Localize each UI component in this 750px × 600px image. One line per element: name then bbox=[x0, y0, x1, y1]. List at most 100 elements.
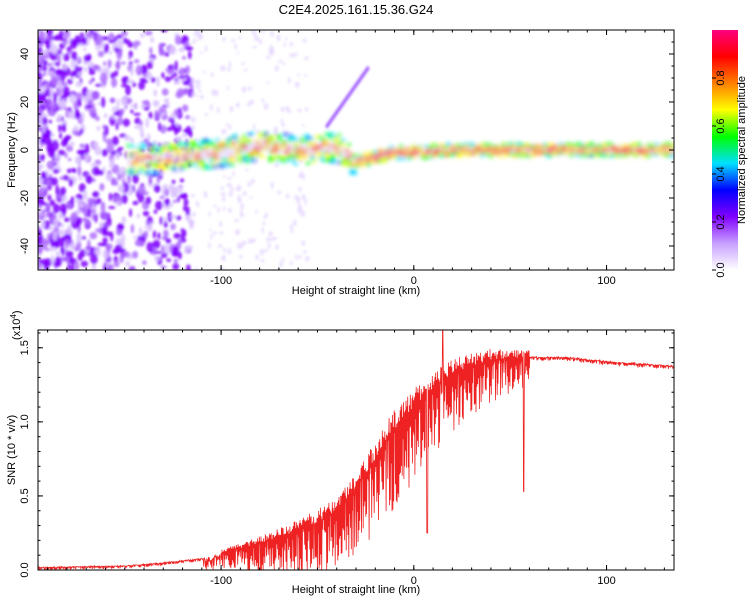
heatmap-cell bbox=[105, 243, 113, 251]
snr-x-ticks: -100 0 100 bbox=[47, 330, 665, 587]
heatmap-cell bbox=[148, 221, 153, 231]
heatmap-cell bbox=[174, 60, 178, 72]
heatmap-cell bbox=[91, 262, 97, 270]
heatmap-cell bbox=[134, 239, 141, 247]
heatmap-cell bbox=[130, 144, 135, 149]
heatmap-cell bbox=[170, 143, 176, 148]
heatmap-cell bbox=[133, 170, 138, 175]
heatmap-cell bbox=[87, 208, 91, 218]
heatmap-cell bbox=[38, 138, 42, 144]
colorbar-ticks: 0.0 0.2 0.4 0.6 0.8 bbox=[712, 70, 727, 278]
heatmap-cell bbox=[75, 81, 83, 88]
heatmap-cell bbox=[178, 107, 182, 114]
heatmap-cell bbox=[92, 191, 99, 198]
heatmap-cell bbox=[157, 122, 162, 132]
heatmap-cell bbox=[109, 97, 116, 104]
heatmap-cell bbox=[109, 264, 114, 270]
heatmap-cell bbox=[225, 123, 229, 126]
heatmap-cell bbox=[155, 200, 163, 211]
heatmap-cell bbox=[121, 216, 127, 225]
heatmap-cell bbox=[152, 230, 157, 239]
heatmap-cell bbox=[192, 78, 196, 85]
heatmap-cell bbox=[236, 51, 240, 55]
heatmap-cell bbox=[76, 72, 83, 76]
heatmap-cell bbox=[160, 245, 165, 254]
heatmap-cell bbox=[176, 196, 180, 203]
heatmap-cell bbox=[45, 212, 51, 218]
heatmap-cell bbox=[121, 233, 126, 244]
chart-title: C2E4.2025.161.15.36.G24 bbox=[279, 2, 434, 17]
heatmap-cell bbox=[193, 31, 197, 37]
heatmap-cell bbox=[95, 228, 103, 233]
heatmap-cell bbox=[52, 168, 60, 174]
heatmap-cell bbox=[45, 39, 51, 50]
heatmap-cell bbox=[226, 86, 230, 90]
heatmap-cell bbox=[130, 166, 135, 171]
heatmap-cell bbox=[59, 70, 66, 81]
heatmap-cell bbox=[203, 191, 207, 194]
heatmap-cell bbox=[153, 209, 158, 214]
heatmap-cell bbox=[192, 162, 197, 166]
heatmap-cell bbox=[183, 205, 187, 212]
heatmap-cell bbox=[276, 190, 282, 194]
heatmap-cell bbox=[66, 202, 72, 210]
heatmap-cell bbox=[222, 206, 226, 211]
heatmap-cell bbox=[148, 111, 153, 119]
heatmap-cell bbox=[109, 158, 115, 167]
heatmap-cell bbox=[74, 261, 80, 270]
x-tick-label: -100 bbox=[210, 275, 232, 287]
heatmap-cell bbox=[280, 107, 286, 112]
y-tick-label: 0.0 bbox=[19, 562, 31, 577]
heatmap-cell bbox=[141, 100, 150, 105]
heatmap-cell bbox=[252, 45, 257, 49]
heatmap-cell bbox=[165, 238, 172, 244]
heatmap-cell bbox=[81, 36, 87, 43]
heatmap-cell bbox=[173, 72, 178, 78]
heatmap-cell bbox=[181, 133, 187, 138]
heatmap-cell bbox=[120, 30, 128, 37]
colorbar-tick-label: 0.6 bbox=[715, 118, 727, 133]
heatmap-cell bbox=[160, 30, 168, 33]
heatmap-cell bbox=[85, 218, 90, 226]
heatmap-cell bbox=[88, 80, 93, 85]
heatmap-cell bbox=[170, 74, 174, 80]
heatmap-cell bbox=[324, 132, 330, 136]
heatmap-cell bbox=[247, 181, 252, 187]
heatmap-cell bbox=[66, 250, 74, 257]
heatmap-cell bbox=[88, 105, 97, 117]
heatmap-cell bbox=[132, 173, 139, 184]
heatmap-cell bbox=[340, 143, 346, 147]
heatmap-cell bbox=[212, 143, 218, 148]
heatmap-cell bbox=[38, 98, 43, 105]
heatmap-cell bbox=[54, 256, 62, 267]
heatmap-cell bbox=[159, 124, 167, 134]
heatmap-cell bbox=[61, 99, 67, 108]
heatmap-cell bbox=[107, 59, 112, 69]
heatmap-cell bbox=[190, 116, 196, 123]
heatmap-cell bbox=[53, 218, 60, 228]
heatmap-cell bbox=[167, 65, 173, 70]
heatmap-cell bbox=[124, 261, 131, 267]
heatmap-cell bbox=[174, 144, 180, 149]
heatmap-cell bbox=[302, 250, 307, 254]
heatmap-cell bbox=[211, 89, 216, 96]
heatmap-cell bbox=[208, 228, 212, 232]
heatmap-cell bbox=[48, 247, 56, 252]
heatmap-cell bbox=[240, 209, 243, 215]
heatmap-cell bbox=[234, 218, 240, 223]
heatmap-cell bbox=[218, 221, 223, 228]
heatmap-cell bbox=[165, 164, 170, 169]
heatmap-cell bbox=[139, 167, 145, 171]
heatmap-cell bbox=[202, 70, 206, 74]
heatmap-cell bbox=[113, 111, 120, 116]
heatmap-cell bbox=[222, 36, 226, 42]
heatmap-cell bbox=[282, 42, 287, 47]
heatmap-cell bbox=[250, 158, 255, 163]
heatmap-cell bbox=[160, 112, 166, 117]
y-tick-label: -40 bbox=[19, 238, 31, 254]
heatmap-cell bbox=[74, 199, 83, 203]
heatmap-cell bbox=[43, 59, 48, 66]
heatmap-cell bbox=[238, 36, 243, 40]
heatmap-cell bbox=[199, 51, 204, 54]
heatmap-cell bbox=[255, 150, 261, 155]
